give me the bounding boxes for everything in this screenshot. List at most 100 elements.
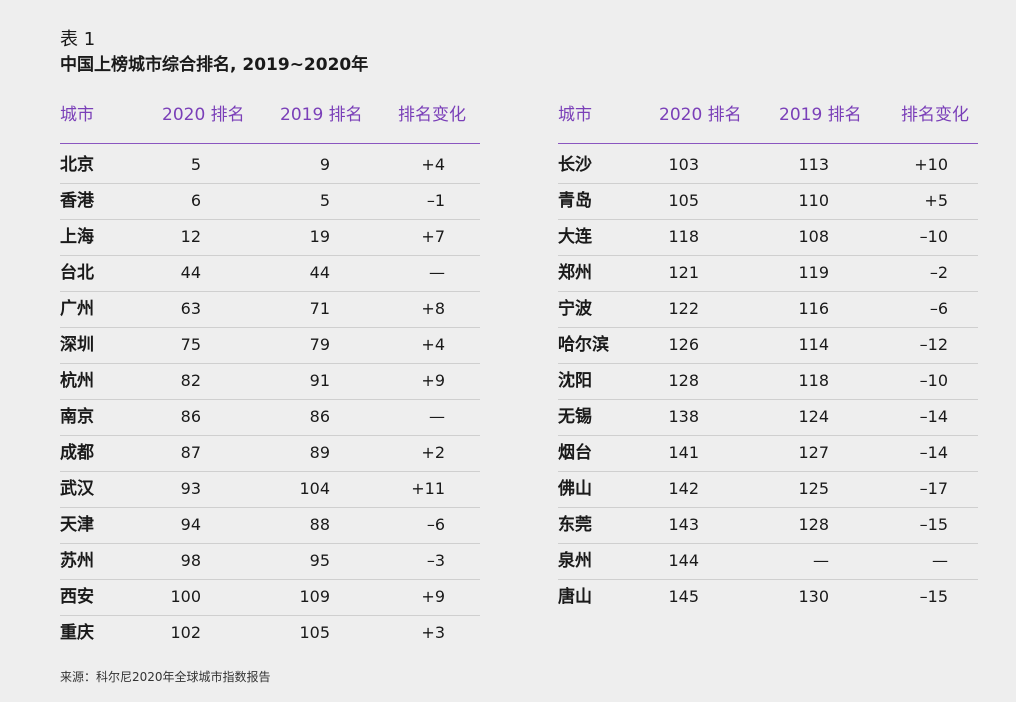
rank-cell: +11 xyxy=(411,479,445,498)
rank-cell: — xyxy=(932,551,948,570)
city-cell: 杭州 xyxy=(60,371,94,391)
city-cell: 北京 xyxy=(60,155,94,175)
rank-cell: 118 xyxy=(798,371,829,390)
city-cell: 武汉 xyxy=(60,479,94,499)
rank-cell: 91 xyxy=(309,371,330,390)
column-header: 2019 排名 xyxy=(280,105,363,125)
column-header: 城市 xyxy=(558,105,592,125)
rank-cell: 116 xyxy=(798,299,829,318)
rank-cell: 128 xyxy=(798,515,829,534)
row-rule xyxy=(558,579,978,580)
rank-cell: 93 xyxy=(180,479,201,498)
rank-cell: 114 xyxy=(798,335,829,354)
city-cell: 长沙 xyxy=(558,155,592,175)
rank-cell: 109 xyxy=(299,587,330,606)
rank-cell: –10 xyxy=(919,227,948,246)
rank-cell: 89 xyxy=(309,443,330,462)
rank-cell: +9 xyxy=(421,587,445,606)
city-cell: 东莞 xyxy=(558,515,592,535)
rank-cell: +8 xyxy=(421,299,445,318)
city-cell: 烟台 xyxy=(558,443,592,463)
column-header: 2019 排名 xyxy=(779,105,862,125)
rank-cell: –17 xyxy=(919,479,948,498)
rank-cell: 119 xyxy=(798,263,829,282)
city-cell: 青岛 xyxy=(558,191,592,211)
rank-cell: 142 xyxy=(668,479,699,498)
row-rule xyxy=(60,579,480,580)
row-rule xyxy=(558,291,978,292)
city-cell: 无锡 xyxy=(558,407,592,427)
rank-cell: 63 xyxy=(180,299,201,318)
rank-cell: 102 xyxy=(170,623,201,642)
city-cell: 沈阳 xyxy=(558,371,592,391)
rank-cell: 5 xyxy=(319,191,330,210)
rank-cell: –12 xyxy=(919,335,948,354)
city-cell: 南京 xyxy=(60,407,94,427)
row-rule xyxy=(60,219,480,220)
row-rule xyxy=(60,291,480,292)
rank-cell: +5 xyxy=(924,191,948,210)
rank-cell: 110 xyxy=(798,191,829,210)
rank-cell: 19 xyxy=(309,227,330,246)
city-cell: 香港 xyxy=(60,191,94,211)
rank-cell: 12 xyxy=(180,227,201,246)
rank-cell: 105 xyxy=(668,191,699,210)
rank-cell: 98 xyxy=(180,551,201,570)
row-rule xyxy=(60,327,480,328)
rank-cell: 87 xyxy=(180,443,201,462)
rank-cell: 44 xyxy=(309,263,330,282)
rank-cell: 108 xyxy=(798,227,829,246)
rank-cell: 94 xyxy=(180,515,201,534)
column-header: 城市 xyxy=(60,105,94,125)
rank-cell: 75 xyxy=(180,335,201,354)
city-cell: 泉州 xyxy=(558,551,592,571)
city-cell: 唐山 xyxy=(558,587,592,607)
city-cell: 苏州 xyxy=(60,551,94,571)
rank-cell: 125 xyxy=(798,479,829,498)
rank-cell: +10 xyxy=(914,155,948,174)
column-header: 2020 排名 xyxy=(162,105,245,125)
rank-cell: 113 xyxy=(798,155,829,174)
row-rule xyxy=(60,615,480,616)
rank-cell: — xyxy=(813,551,829,570)
city-cell: 重庆 xyxy=(60,623,94,643)
city-cell: 哈尔滨 xyxy=(558,335,609,355)
row-rule xyxy=(558,507,978,508)
rank-cell: –3 xyxy=(426,551,445,570)
rank-cell: –6 xyxy=(929,299,948,318)
city-cell: 宁波 xyxy=(558,299,592,319)
city-cell: 上海 xyxy=(60,227,94,247)
rank-cell: –10 xyxy=(919,371,948,390)
rank-cell: –14 xyxy=(919,443,948,462)
rank-cell: 145 xyxy=(668,587,699,606)
rank-cell: 105 xyxy=(299,623,330,642)
rank-cell: 5 xyxy=(190,155,201,174)
rank-cell: +4 xyxy=(421,335,445,354)
rank-cell: +3 xyxy=(421,623,445,642)
column-header: 排名变化 xyxy=(901,105,969,125)
row-rule xyxy=(60,255,480,256)
row-rule xyxy=(60,543,480,544)
row-rule xyxy=(60,183,480,184)
row-rule xyxy=(558,543,978,544)
rank-cell: 121 xyxy=(668,263,699,282)
row-rule xyxy=(558,471,978,472)
rank-cell: 143 xyxy=(668,515,699,534)
city-cell: 西安 xyxy=(60,587,94,607)
city-cell: 郑州 xyxy=(558,263,592,283)
rank-cell: 127 xyxy=(798,443,829,462)
rank-cell: 9 xyxy=(319,155,330,174)
header-rule xyxy=(60,143,480,144)
rank-cell: +2 xyxy=(421,443,445,462)
rank-cell: 126 xyxy=(668,335,699,354)
row-rule xyxy=(558,255,978,256)
city-cell: 大连 xyxy=(558,227,592,247)
rank-cell: 122 xyxy=(668,299,699,318)
city-cell: 佛山 xyxy=(558,479,592,499)
rank-cell: +4 xyxy=(421,155,445,174)
rank-cell: 44 xyxy=(180,263,201,282)
rank-cell: –2 xyxy=(929,263,948,282)
rank-cell: –6 xyxy=(426,515,445,534)
rank-cell: 124 xyxy=(798,407,829,426)
